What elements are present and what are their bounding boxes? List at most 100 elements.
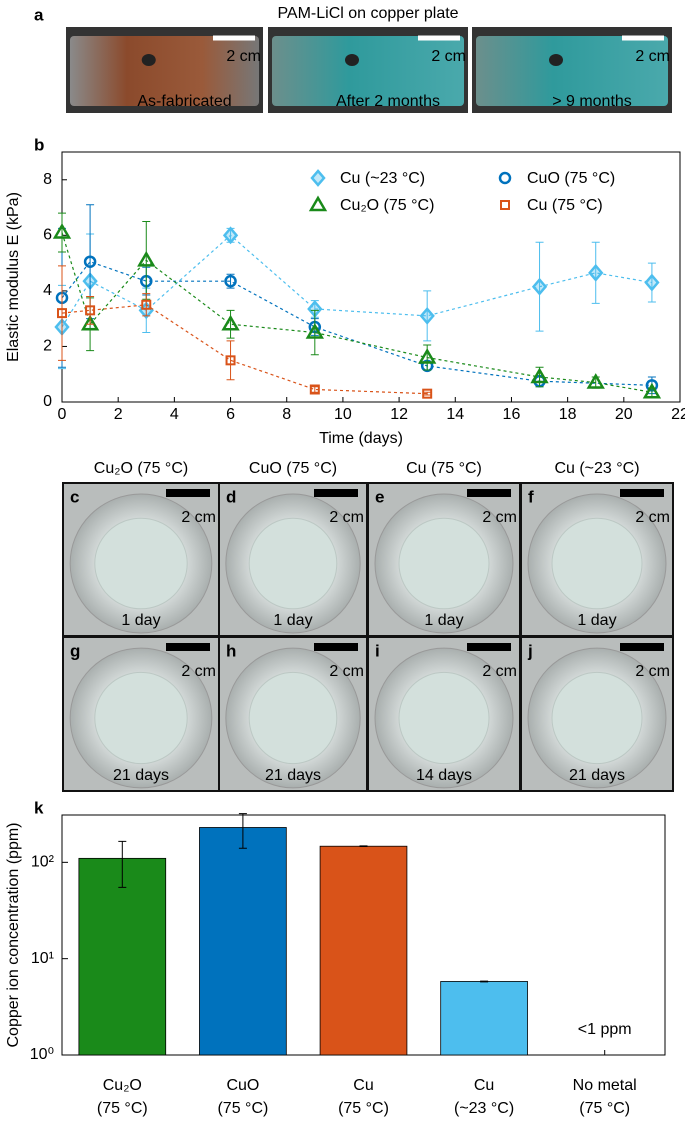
y-axis-label: Copper ion concentration (ppm) <box>5 822 22 1047</box>
marker <box>141 299 152 310</box>
series-line <box>61 234 653 328</box>
marker <box>644 273 660 292</box>
x-tick-label: CuO <box>226 1077 259 1094</box>
scale-label: 2 cm <box>181 509 216 526</box>
marker <box>57 308 67 319</box>
photo-caption: 1 day <box>424 612 463 629</box>
panel-title: PAM-LiCl on copper plate <box>277 5 458 22</box>
y-tick-label: 10¹ <box>31 950 54 967</box>
hydrogel <box>551 517 643 610</box>
y-tick-label: 10² <box>31 854 55 871</box>
marker <box>642 382 662 399</box>
panel-letter: h <box>226 641 236 660</box>
legend-marker <box>308 195 328 212</box>
column-header: Cu (75 °C) <box>406 460 482 477</box>
x-tick-label: Cu <box>474 1077 494 1094</box>
error-bar <box>226 340 235 381</box>
x-tick-label: 20 <box>615 406 633 423</box>
x-tick-label: 22 <box>671 406 685 423</box>
marker <box>588 263 604 282</box>
scale-label: 2 cm <box>329 509 364 526</box>
x-tick-label: (~23 °C) <box>454 1100 514 1117</box>
panel-letter: a <box>34 5 44 24</box>
bar <box>78 857 167 1056</box>
x-tick-label: 6 <box>226 406 235 423</box>
marker <box>224 274 237 288</box>
scale-label: 2 cm <box>226 48 261 65</box>
scale-label: 2 cm <box>635 509 670 526</box>
photo-caption: 21 days <box>113 767 169 784</box>
hole <box>141 54 156 66</box>
panel-letter: c <box>70 487 79 506</box>
legend-marker <box>310 169 326 187</box>
legend-label: Cu (~23 °C) <box>340 170 425 187</box>
y-tick-label: 10⁰ <box>30 1046 54 1063</box>
legend-label: Cu (75 °C) <box>527 197 603 214</box>
scale-label: 2 cm <box>635 48 670 65</box>
marker <box>137 250 156 267</box>
marker <box>419 306 435 325</box>
x-tick-label: Cu <box>353 1077 373 1094</box>
hydrogel <box>398 671 490 765</box>
column-header: Cu (~23 °C) <box>554 460 639 477</box>
x-tick-label: 16 <box>503 406 521 423</box>
marker <box>530 367 549 384</box>
hydrogel <box>94 671 188 765</box>
error-bar <box>86 295 95 325</box>
panel-letter: k <box>34 798 44 817</box>
series-line <box>61 304 428 395</box>
photo-caption: 21 days <box>569 767 625 784</box>
hydrogel <box>94 517 188 610</box>
gel <box>70 36 259 106</box>
error-bar <box>591 241 600 304</box>
panel-letter: b <box>34 135 44 154</box>
bar <box>440 981 528 1056</box>
marker <box>531 277 548 296</box>
photo-caption: 21 days <box>265 767 321 784</box>
y-tick-label: 2 <box>43 338 52 355</box>
legend-label: Cu₂O (75 °C) <box>340 197 434 214</box>
y-tick-label: 0 <box>43 393 52 410</box>
series-line <box>61 261 652 386</box>
x-tick-label: 10 <box>334 406 352 423</box>
photo-caption: As-fabricated <box>137 93 231 110</box>
panel-letter: i <box>375 641 380 660</box>
series-line <box>61 232 653 393</box>
plot-frame <box>61 151 681 403</box>
marker <box>586 373 605 389</box>
marker <box>309 384 320 395</box>
x-tick-label: (75 °C) <box>217 1100 268 1117</box>
scale-label: 2 cm <box>431 48 466 65</box>
y-axis-label: Elastic modulus E (kPa) <box>5 192 22 362</box>
error-bar <box>142 293 151 317</box>
annotation: <1 ppm <box>578 1021 632 1038</box>
marker <box>305 323 324 339</box>
photo-caption: After 2 months <box>336 93 440 110</box>
photo-caption: 1 day <box>121 612 160 629</box>
error-bar <box>535 241 544 332</box>
legend-marker <box>498 171 512 185</box>
error-bar <box>118 840 127 888</box>
hydrogel <box>248 671 338 765</box>
scale-label: 2 cm <box>329 663 364 680</box>
bar <box>199 827 287 1056</box>
error-bar <box>423 290 432 342</box>
error-bar <box>647 262 656 303</box>
y-tick-label: 6 <box>43 227 52 244</box>
gel <box>272 36 464 106</box>
marker <box>221 314 240 331</box>
error-bar <box>238 813 247 849</box>
error-bar <box>58 212 66 253</box>
marker <box>52 223 72 239</box>
error-bar <box>310 386 319 393</box>
marker <box>83 255 97 268</box>
panel-letter: j <box>527 641 533 660</box>
photo-caption: > 9 months <box>552 93 632 110</box>
x-tick-label: Cu₂O <box>103 1077 142 1094</box>
x-tick-label: 0 <box>58 406 67 423</box>
panel-letter: f <box>528 487 534 506</box>
gel <box>476 36 668 106</box>
marker <box>422 388 433 399</box>
legend-label: CuO (75 °C) <box>527 170 615 187</box>
scale-label: 2 cm <box>181 663 216 680</box>
